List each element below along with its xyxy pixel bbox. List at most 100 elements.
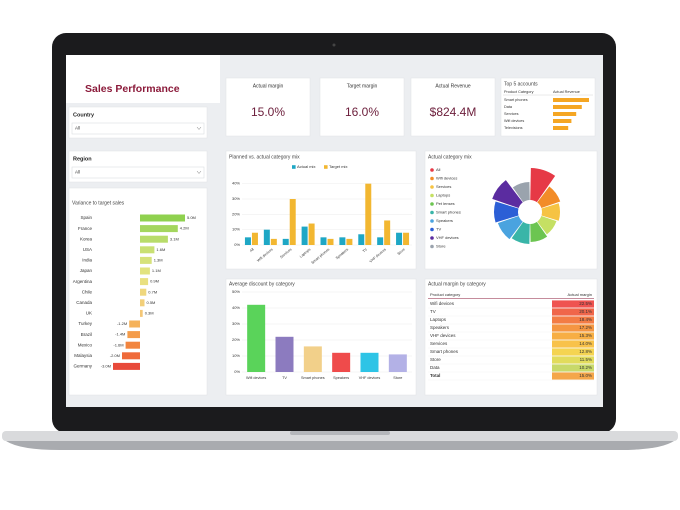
rose-wedge <box>537 215 557 235</box>
y-tick-label: 10% <box>232 227 240 232</box>
x-tick-label: Wifi devices <box>246 376 266 380</box>
bar <box>263 229 270 245</box>
legend-swatch <box>430 236 434 240</box>
bar <box>125 341 140 349</box>
x-tick-label: Store <box>393 376 402 380</box>
dropdown[interactable] <box>71 166 205 179</box>
bar <box>289 199 296 245</box>
y-tick-label: 0% <box>234 242 240 247</box>
heat-cell <box>552 324 594 332</box>
card <box>68 187 208 396</box>
legend-label: All <box>436 167 441 172</box>
value-label: 5.0M <box>187 215 196 220</box>
value-label: 0.5M <box>147 300 156 305</box>
rose-wedge <box>530 168 556 203</box>
category-label: USA <box>83 247 92 252</box>
legend-label: Pet lenses <box>436 201 455 206</box>
category-label: Mexico <box>78 342 93 347</box>
bar <box>388 354 407 372</box>
account-name: Services <box>504 112 519 116</box>
x-tick-label: Speakers <box>333 376 349 380</box>
bar <box>140 256 152 264</box>
chart-title: Planned vs. actual category mix <box>229 154 300 160</box>
category-label: India <box>82 258 92 263</box>
bar <box>308 223 315 245</box>
row-value: 10.2% <box>579 365 592 370</box>
dropdown-value: All <box>75 126 80 131</box>
category-label: UK <box>86 311 92 316</box>
bar <box>122 352 140 360</box>
bar <box>303 346 322 372</box>
x-tick-label: VHF devices <box>359 376 381 380</box>
column-header: Actual margin <box>568 292 592 297</box>
category-label: Korea <box>80 236 93 241</box>
y-tick-label: 40% <box>232 181 240 186</box>
row-label: Total <box>430 373 440 378</box>
card-title: Actual margin by category <box>428 281 486 287</box>
legend-swatch <box>430 244 434 249</box>
heat-cell <box>552 372 594 380</box>
row-value: 12.8% <box>579 349 592 354</box>
row-label: Services <box>430 341 448 346</box>
row-value: 17.2% <box>579 325 592 330</box>
account-name: Wifi devices <box>504 119 524 123</box>
category-label: Argentina <box>73 279 93 284</box>
row-label: VHF devices <box>430 333 456 338</box>
bar <box>384 220 391 245</box>
bar <box>365 183 372 245</box>
legend-swatch <box>430 176 434 181</box>
chart-title: Variance to target sales <box>72 200 125 206</box>
row-value: 15.3% <box>579 333 592 338</box>
title-band <box>66 55 220 103</box>
value-label: -1.2M <box>117 321 127 326</box>
card <box>225 77 311 137</box>
revenue-bar <box>553 112 577 116</box>
legend-swatch <box>324 165 328 169</box>
value-label: 4.2M <box>180 226 189 231</box>
bar <box>247 304 266 372</box>
value-label: -3.0M <box>101 363 111 368</box>
category-label: Turkey <box>78 321 92 326</box>
category-label: Chile <box>82 289 93 294</box>
filter-label: Region <box>73 156 92 162</box>
card <box>225 150 417 270</box>
y-tick-label: 20% <box>232 211 240 216</box>
dropdown[interactable] <box>71 122 205 135</box>
row-value: 20.1% <box>579 309 592 314</box>
x-tick-label: TV <box>362 247 369 253</box>
legend-swatch <box>430 202 434 206</box>
bar <box>360 352 379 372</box>
value-label: 1.3M <box>154 257 163 262</box>
heat-cell <box>552 340 594 348</box>
legend-swatch <box>430 193 434 198</box>
y-tick-label: 50% <box>232 289 240 294</box>
row-label: Data <box>430 365 440 370</box>
heat-cell <box>552 316 594 324</box>
value-label: -2.0M <box>110 353 120 358</box>
x-tick-label: Smart phones <box>301 376 325 380</box>
column-header: Actual Revenue <box>553 90 580 94</box>
legend-label: Actual mix <box>297 164 315 169</box>
revenue-bar <box>553 126 569 130</box>
row-value: 18.4% <box>579 317 592 322</box>
bar <box>270 238 277 245</box>
y-tick-label: 0% <box>234 369 240 374</box>
bar <box>140 214 185 222</box>
bar <box>140 225 178 233</box>
camera <box>332 43 336 47</box>
bar <box>140 288 147 296</box>
rose-wedge <box>494 201 519 223</box>
legend-swatch <box>430 227 434 232</box>
category-label: Canada <box>76 300 92 305</box>
chevron <box>196 170 202 174</box>
value-label: 0.9M <box>150 279 159 284</box>
bar <box>140 299 145 307</box>
chevron <box>196 126 202 130</box>
bar <box>332 352 351 372</box>
bar <box>320 237 327 245</box>
category-label: France <box>78 226 93 231</box>
legend-swatch <box>430 185 434 189</box>
row-label: Laptops <box>430 317 447 322</box>
legend-swatch <box>430 168 434 172</box>
